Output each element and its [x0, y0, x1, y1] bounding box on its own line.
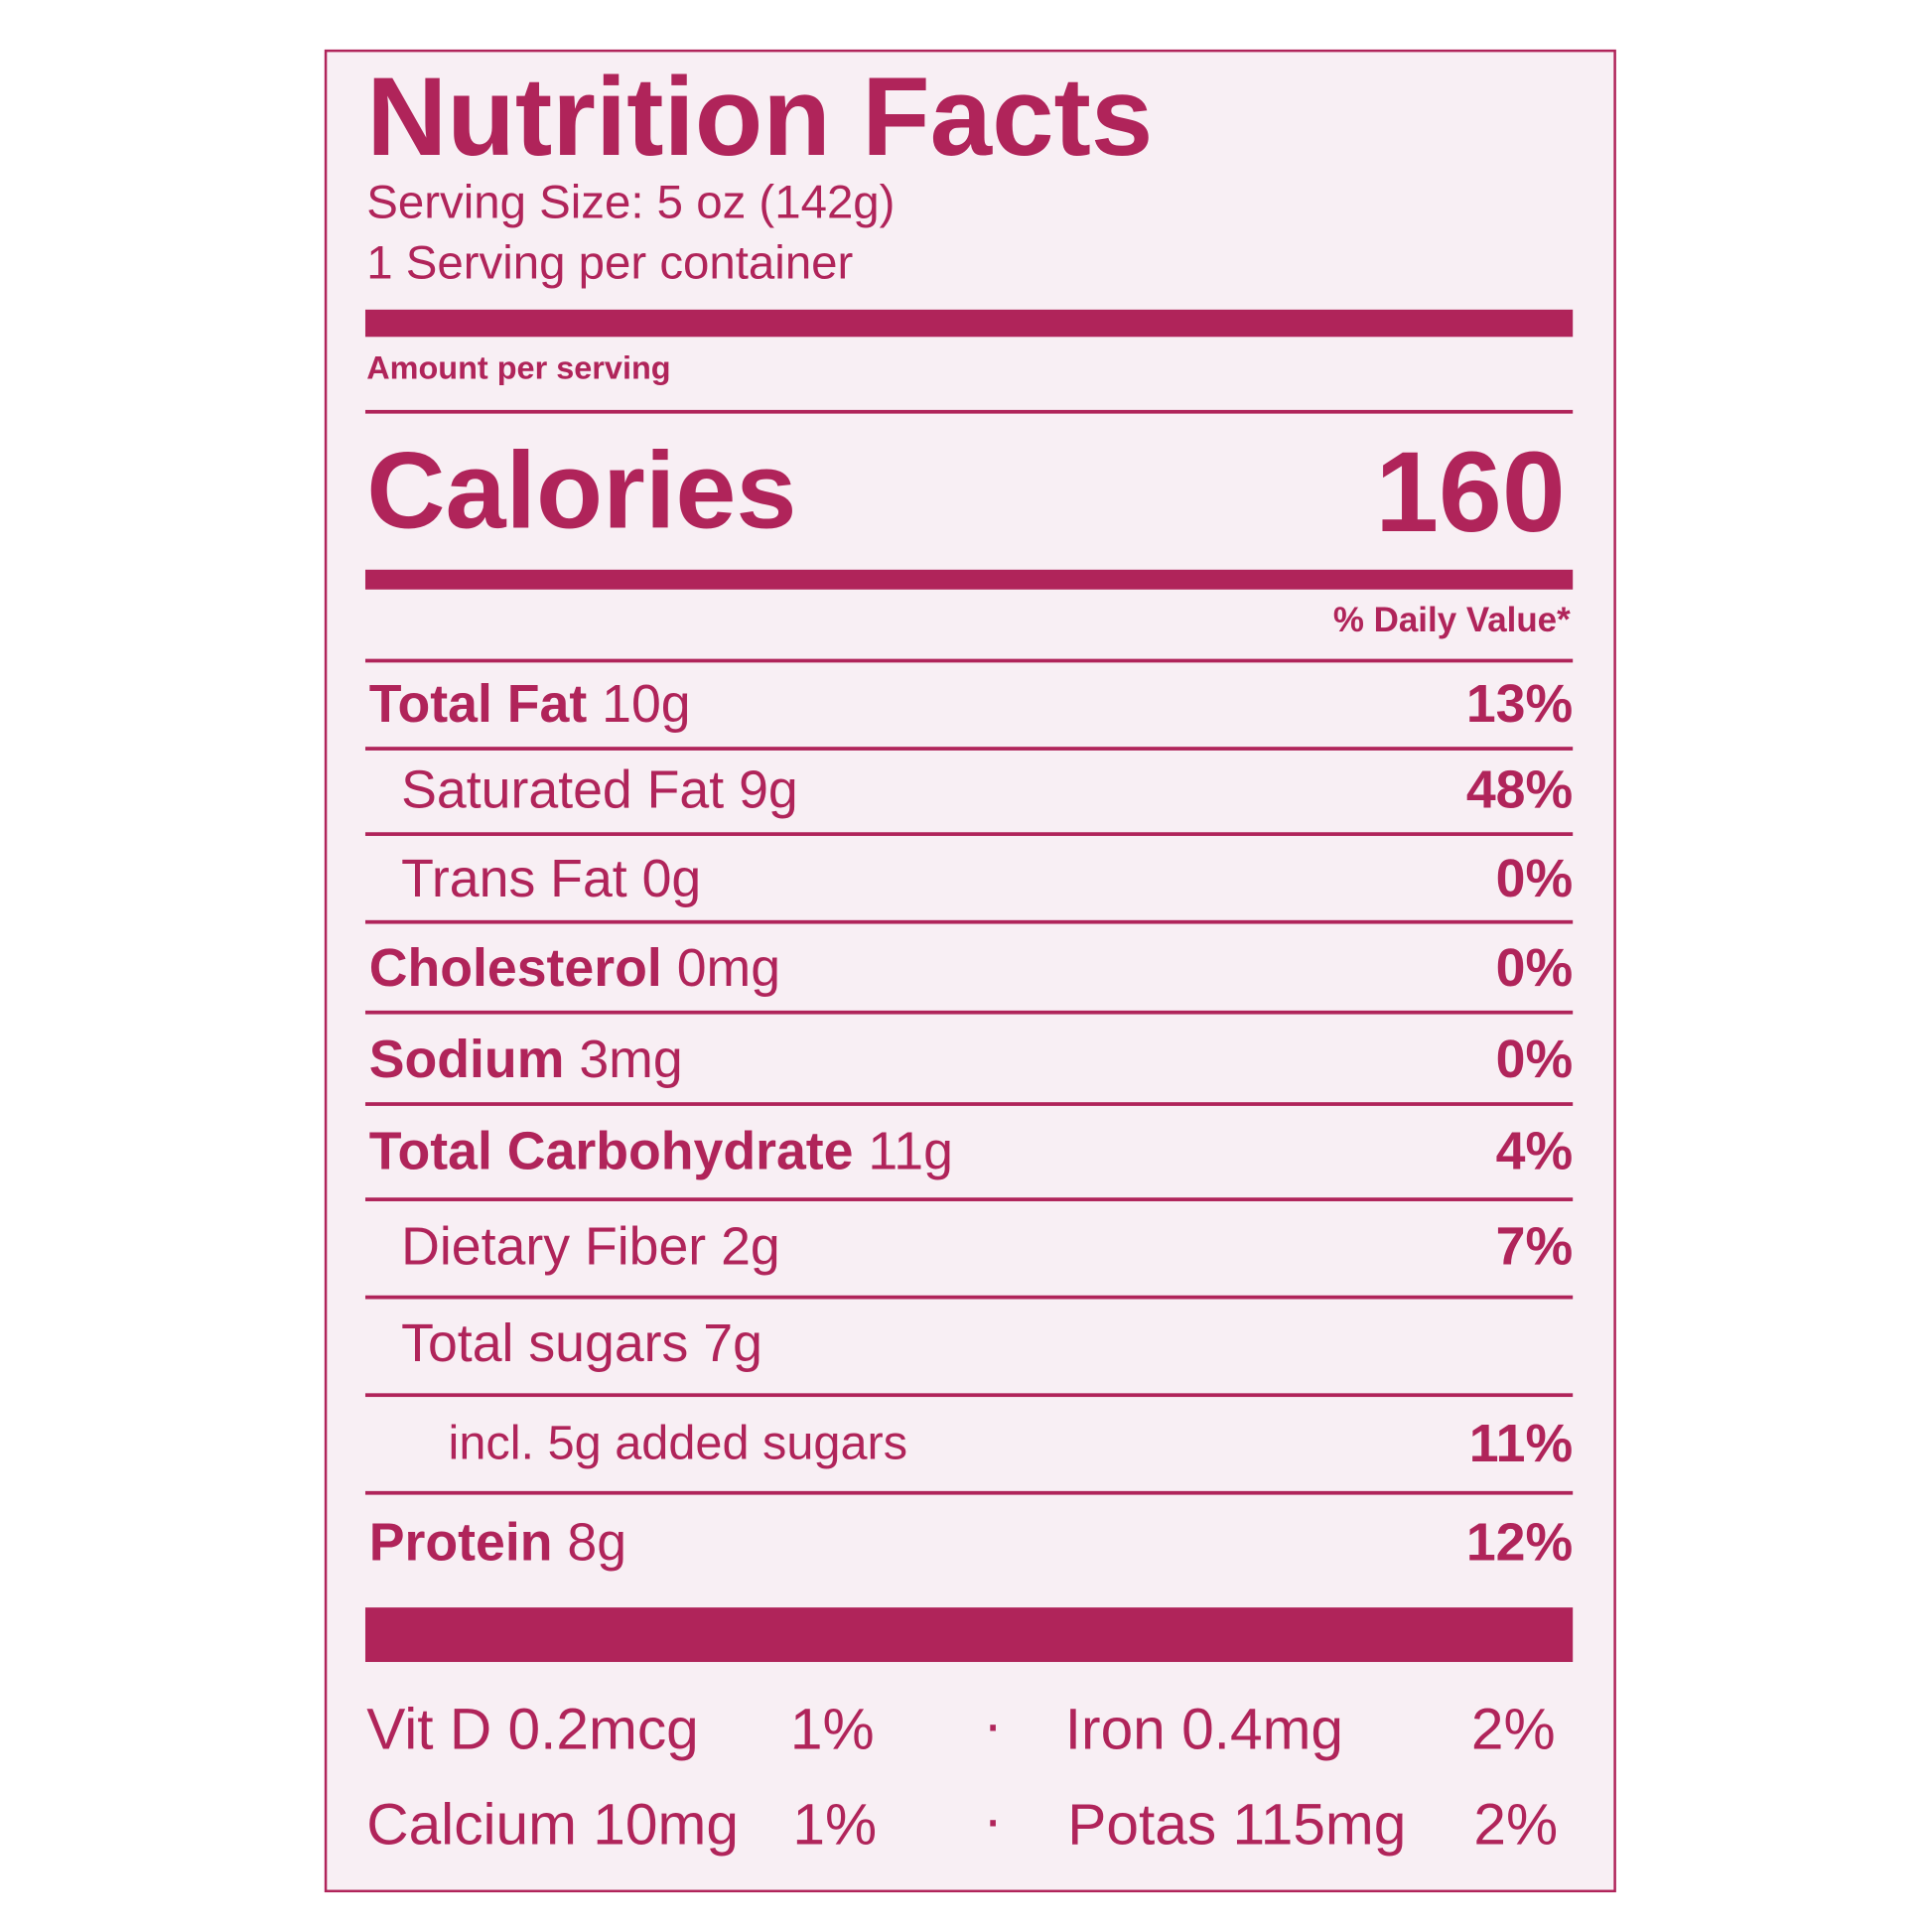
nutrient-dv: 0%: [1495, 849, 1574, 909]
divider: [364, 409, 1574, 414]
divider: [364, 747, 1574, 751]
daily-value-header: % Daily Value*: [1332, 600, 1571, 639]
nutrient-name: Sodium: [368, 1030, 565, 1090]
thick-divider: [364, 569, 1574, 590]
nutrient-name: Total sugars: [401, 1313, 689, 1374]
nutrient-name: Total Carbohydrate: [368, 1122, 854, 1182]
potassium-dv: 2%: [1473, 1790, 1559, 1857]
nutrient-row-total-fat: Total Fat 10g 13%: [369, 667, 1573, 742]
separator-dot: ·: [983, 1785, 1003, 1852]
nutrient-amount: 8g: [567, 1513, 627, 1574]
amount-per-serving: Amount per serving: [366, 348, 671, 387]
divider: [364, 1490, 1574, 1495]
nutrient-row-total-sugars: Total sugars 7g: [401, 1307, 1573, 1381]
nutrient-name: Total Fat: [368, 674, 588, 735]
nutrient-row-cholesterol: Cholesterol 0mg 0%: [369, 931, 1573, 1006]
calcium: Calcium 10mg: [366, 1790, 739, 1857]
divider: [364, 1102, 1574, 1106]
nutrient-amount: 10g: [602, 674, 691, 735]
vitamin-d: Vit D 0.2mcg: [366, 1695, 699, 1761]
divider: [364, 1197, 1574, 1201]
divider: [364, 919, 1574, 924]
nutrient-row-saturated-fat: Saturated Fat 9g 48%: [401, 753, 1573, 827]
title: Nutrition Facts: [366, 56, 1154, 180]
nutrient-row-total-carbohydrate: Total Carbohydrate 11g 4%: [369, 1115, 1573, 1189]
calcium-dv: 1%: [792, 1790, 878, 1857]
nutrient-amount: 9g: [739, 759, 798, 820]
thick-divider: [364, 1607, 1574, 1663]
nutrient-name: Cholesterol: [368, 938, 662, 999]
nutrient-amount: 0mg: [676, 938, 781, 999]
nutrient-name: Dietary Fiber: [401, 1217, 707, 1278]
nutrient-dv: 0%: [1495, 1030, 1574, 1090]
nutrient-dv: 0%: [1495, 938, 1574, 999]
nutrient-dv: 11%: [1468, 1414, 1574, 1474]
calories-value: 160: [1375, 429, 1566, 557]
nutrient-amount: 11g: [868, 1122, 953, 1182]
nutrient-row-sodium: Sodium 3mg 0%: [369, 1023, 1573, 1097]
nutrient-amount: 0g: [641, 849, 702, 909]
nutrient-amount: 7g: [703, 1313, 762, 1374]
nutrient-row-added-sugars: incl. 5g added sugars 11%: [449, 1407, 1574, 1481]
nutrition-label: [324, 49, 1616, 1893]
thick-divider: [364, 309, 1574, 338]
divider: [364, 1010, 1574, 1015]
separator-dot: ·: [983, 1690, 1003, 1756]
nutrient-row-dietary-fiber: Dietary Fiber 2g 7%: [401, 1210, 1573, 1285]
iron: Iron 0.4mg: [1064, 1695, 1344, 1761]
divider: [364, 658, 1574, 663]
divider: [364, 1295, 1574, 1300]
serving-size: Serving Size: 5 oz (142g): [366, 177, 896, 229]
vitamin-d-dv: 1%: [789, 1695, 875, 1761]
nutrient-name: Saturated Fat: [401, 759, 725, 820]
nutrient-dv: 4%: [1495, 1122, 1574, 1182]
nutrient-dv: 7%: [1495, 1217, 1574, 1278]
nutrient-dv: 48%: [1465, 759, 1574, 820]
nutrient-name: Trans Fat: [401, 849, 627, 909]
nutrient-amount: 3mg: [579, 1030, 683, 1090]
calories-label: Calories: [366, 428, 797, 552]
nutrient-name: Protein: [368, 1513, 553, 1574]
divider: [364, 1393, 1574, 1398]
nutrient-amount: 2g: [721, 1217, 780, 1278]
nutrient-row-protein: Protein 8g 12%: [369, 1506, 1573, 1581]
servings-per-container: 1 Serving per container: [366, 237, 854, 290]
divider: [364, 832, 1574, 836]
potassium: Potas 115mg: [1067, 1790, 1407, 1857]
nutrient-dv: 13%: [1465, 674, 1574, 735]
nutrient-dv: 12%: [1465, 1513, 1574, 1574]
nutrient-row-trans-fat: Trans Fat 0g 0%: [401, 842, 1573, 916]
nutrient-name: incl. 5g added sugars: [448, 1417, 908, 1470]
iron-dv: 2%: [1470, 1695, 1556, 1761]
